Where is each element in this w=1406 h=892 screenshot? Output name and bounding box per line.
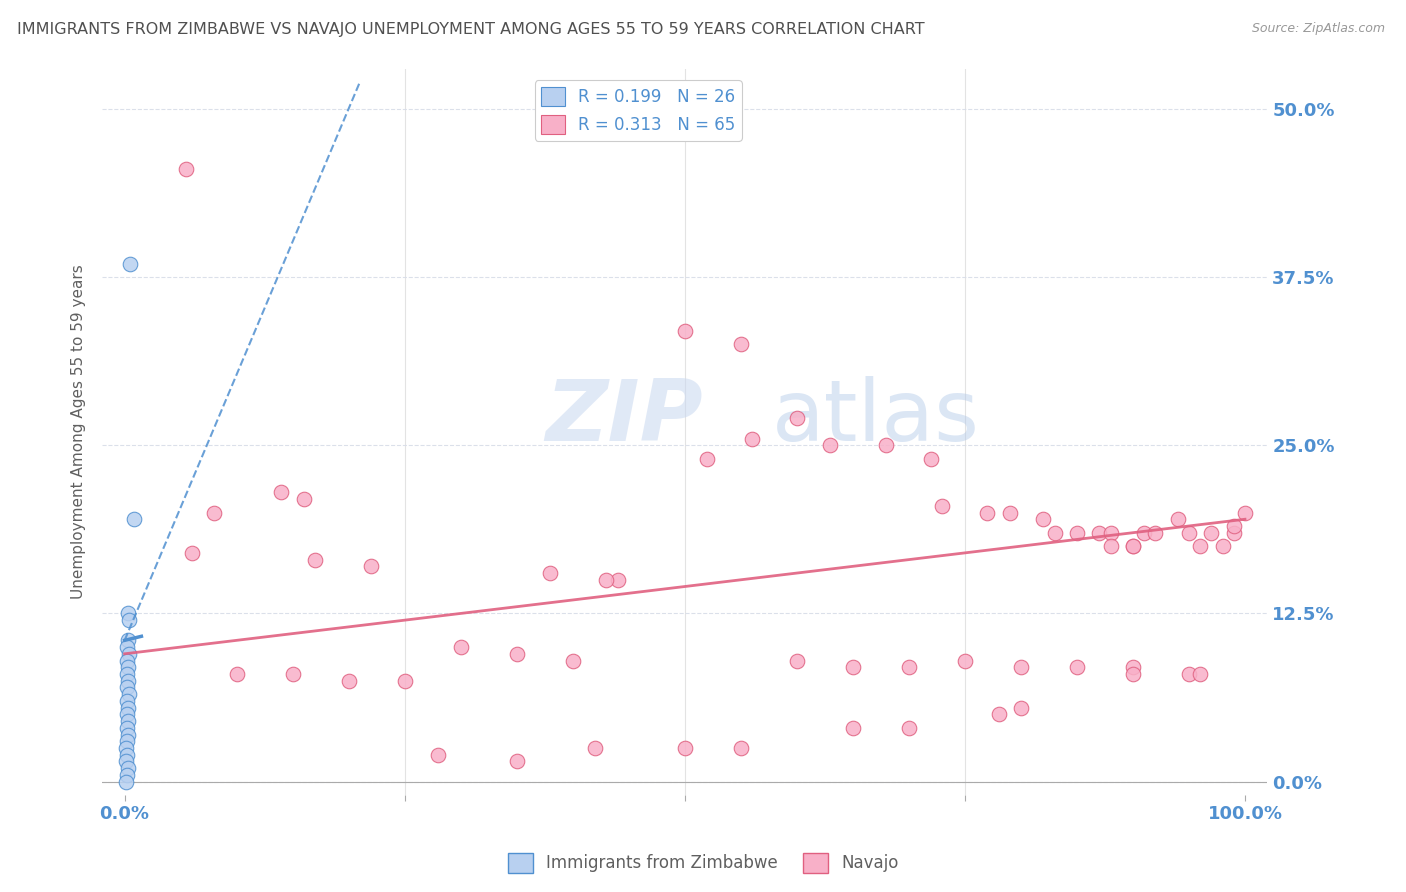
Point [976,506,998,520]
Point [120,257,142,271]
Point [1233,506,1256,520]
Point [1088,525,1111,540]
Point [987,707,1010,722]
Point [673,324,696,338]
Point [1212,539,1234,553]
Point [114,774,136,789]
Point [117,700,139,714]
Point [595,573,617,587]
Point [1122,667,1144,681]
Point [1189,667,1212,681]
Point [741,432,763,446]
Point [117,727,139,741]
Point [1178,667,1201,681]
Point [118,613,141,627]
Point [842,660,865,674]
Point [394,673,416,688]
Point [180,546,202,560]
Point [1099,525,1122,540]
Y-axis label: Unemployment Among Ages 55 to 59 years: Unemployment Among Ages 55 to 59 years [72,264,86,599]
Point [115,640,138,654]
Point [115,768,138,782]
Point [118,687,141,701]
Point [998,506,1021,520]
Point [117,607,139,621]
Point [292,491,315,506]
Point [122,512,145,526]
Point [931,499,953,513]
Point [337,673,360,688]
Text: IMMIGRANTS FROM ZIMBABWE VS NAVAJO UNEMPLOYMENT AMONG AGES 55 TO 59 YEARS CORREL: IMMIGRANTS FROM ZIMBABWE VS NAVAJO UNEMP… [17,22,925,37]
Point [115,721,138,735]
Point [202,506,225,520]
Point [1122,539,1144,553]
Point [820,438,842,452]
Point [281,667,304,681]
Point [115,653,138,667]
Point [506,755,529,769]
Point [606,573,628,587]
Point [115,694,138,708]
Point [117,633,139,648]
Point [427,747,450,762]
Point [561,653,583,667]
Point [696,451,718,466]
Point [1189,539,1212,553]
Point [730,741,752,756]
Point [115,734,138,748]
Point [1201,525,1223,540]
Legend: Immigrants from Zimbabwe, Navajo: Immigrants from Zimbabwe, Navajo [501,847,905,880]
Point [1043,525,1066,540]
Point [786,411,808,425]
Point [115,707,138,722]
Point [117,761,139,775]
Point [583,741,606,756]
Point [114,741,136,756]
Point [225,667,247,681]
Point [897,721,920,735]
Point [1122,660,1144,674]
Point [730,337,752,351]
Text: Source: ZipAtlas.com: Source: ZipAtlas.com [1251,22,1385,36]
Point [114,755,136,769]
Point [1032,512,1054,526]
Point [270,485,292,500]
Point [506,647,529,661]
Point [786,653,808,667]
Point [360,559,382,574]
Point [117,660,139,674]
Point [920,451,942,466]
Point [953,653,976,667]
Point [673,741,696,756]
Point [115,681,138,695]
Legend: R = 0.199   N = 26, R = 0.313   N = 65: R = 0.199 N = 26, R = 0.313 N = 65 [534,80,742,141]
Point [875,438,897,452]
Point [1223,519,1246,533]
Point [1167,512,1189,526]
Point [117,673,139,688]
Point [1066,525,1088,540]
Point [897,660,920,674]
Point [115,667,138,681]
Point [1010,700,1032,714]
Text: atlas: atlas [772,376,980,458]
Point [450,640,472,654]
Point [118,647,141,661]
Point [115,747,138,762]
Point [1010,660,1032,674]
Point [842,721,865,735]
Point [1223,525,1246,540]
Point [1178,525,1201,540]
Point [538,566,561,580]
Point [117,714,139,728]
Point [1144,525,1167,540]
Point [1099,539,1122,553]
Point [174,162,197,177]
Point [1066,660,1088,674]
Point [1122,539,1144,553]
Text: ZIP: ZIP [546,376,703,458]
Point [1133,525,1156,540]
Point [304,552,326,566]
